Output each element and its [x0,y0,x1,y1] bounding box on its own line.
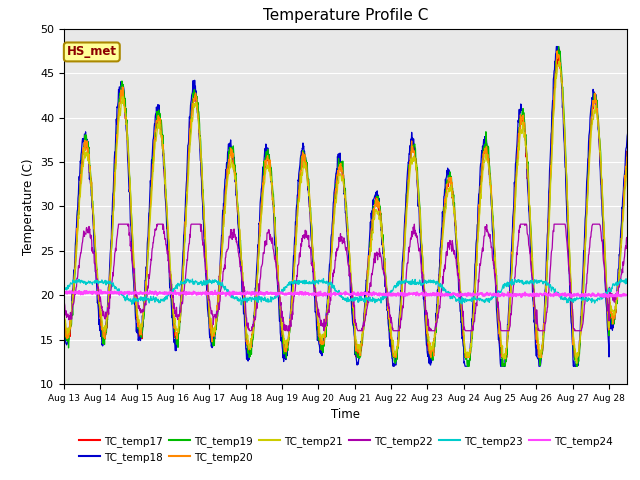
TC_temp17 [635,205,640,211]
TC_temp22 [330,273,337,279]
TC_temp21 [151,145,159,151]
Line: TC_temp17: TC_temp17 [64,49,640,357]
TC_temp23 [330,285,337,291]
TC_temp17 [492,286,500,291]
TC_temp22 [493,292,500,298]
TC_temp18 [390,363,397,369]
TC_temp19 [60,322,68,328]
TC_temp18 [60,327,68,333]
TC_temp23 [340,296,348,302]
TC_temp22 [340,240,348,246]
TC_temp18 [578,292,586,298]
TC_temp19 [555,44,563,49]
TC_temp19 [578,316,586,322]
TC_temp17 [329,230,337,236]
TC_temp20 [329,229,337,235]
TC_temp19 [340,172,348,178]
TC_temp21 [555,58,563,64]
Y-axis label: Temperature (C): Temperature (C) [22,158,35,255]
TC_temp18 [492,294,500,300]
TC_temp24 [60,291,68,297]
TC_temp18 [552,44,560,49]
Line: TC_temp21: TC_temp21 [64,61,640,363]
TC_temp19 [329,235,337,240]
TC_temp18 [635,210,640,216]
TC_temp23 [237,302,245,308]
Line: TC_temp18: TC_temp18 [64,47,640,366]
TC_temp20 [492,282,500,288]
TC_temp17 [340,180,348,186]
TC_temp21 [578,314,586,320]
TC_temp20 [392,354,399,360]
TC_temp23 [635,278,640,284]
TC_temp22 [152,226,159,232]
TC_temp21 [492,264,500,270]
TC_temp19 [635,196,640,202]
TC_temp21 [340,181,348,187]
TC_temp22 [635,240,640,246]
TC_temp19 [492,277,500,283]
TC_temp20 [151,131,159,136]
Line: TC_temp19: TC_temp19 [64,47,640,366]
TC_temp17 [578,316,586,322]
TC_temp24 [329,291,337,297]
Line: TC_temp23: TC_temp23 [64,278,640,305]
TC_temp17 [60,321,68,327]
TC_temp19 [463,363,471,369]
TC_temp21 [573,360,580,366]
TC_temp17 [556,46,563,52]
TC_temp24 [152,288,159,294]
TC_temp23 [151,299,159,305]
TC_temp18 [329,217,337,223]
TC_temp19 [151,131,159,136]
TC_temp20 [554,48,561,54]
Line: TC_temp22: TC_temp22 [64,224,640,331]
Line: TC_temp20: TC_temp20 [64,51,640,357]
TC_temp22 [115,221,122,227]
TC_temp18 [151,122,159,128]
TC_temp21 [60,307,68,313]
Text: HS_met: HS_met [67,46,117,59]
TC_temp24 [340,290,348,296]
TC_temp18 [340,173,348,179]
TC_temp21 [329,239,337,245]
TC_temp24 [577,292,585,298]
Legend: TC_temp17, TC_temp18, TC_temp19, TC_temp20, TC_temp21, TC_temp22, TC_temp23, TC_: TC_temp17, TC_temp18, TC_temp19, TC_temp… [74,432,617,467]
Line: TC_temp24: TC_temp24 [64,290,640,298]
TC_temp20 [60,316,68,322]
TC_temp22 [578,325,586,331]
TC_temp23 [319,276,327,281]
TC_temp23 [493,292,500,298]
TC_temp24 [97,287,104,293]
X-axis label: Time: Time [331,408,360,421]
Title: Temperature Profile C: Temperature Profile C [263,9,428,24]
TC_temp22 [246,328,253,334]
TC_temp23 [60,288,68,293]
TC_temp22 [60,304,68,310]
TC_temp17 [151,138,159,144]
TC_temp20 [578,308,586,313]
TC_temp17 [354,354,362,360]
TC_temp24 [634,293,640,299]
TC_temp23 [578,298,586,303]
TC_temp24 [492,292,500,298]
TC_temp20 [635,194,640,200]
TC_temp20 [340,171,348,177]
TC_temp21 [635,196,640,202]
